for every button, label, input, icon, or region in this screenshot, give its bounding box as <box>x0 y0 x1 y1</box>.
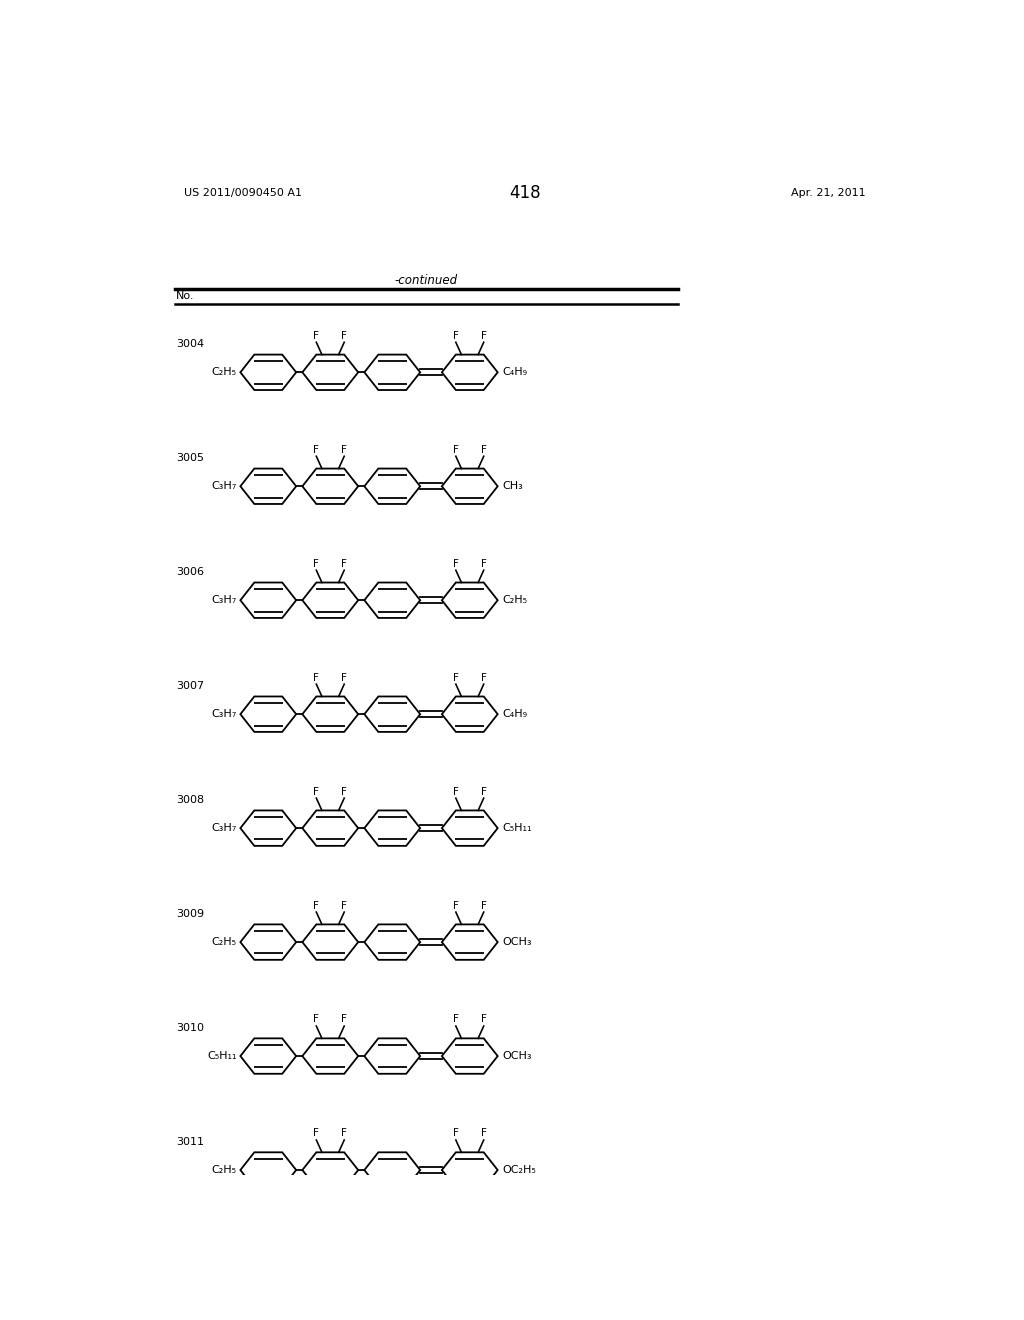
Text: F: F <box>481 900 486 911</box>
Text: C₄H₉: C₄H₉ <box>503 367 527 378</box>
Text: OC₂H₅: OC₂H₅ <box>503 1166 537 1175</box>
Text: F: F <box>313 331 319 341</box>
Text: F: F <box>341 1129 347 1138</box>
Text: 3007: 3007 <box>176 681 204 690</box>
Text: C₃H₇: C₃H₇ <box>211 482 237 491</box>
Text: F: F <box>453 445 459 454</box>
Text: F: F <box>313 673 319 682</box>
Text: F: F <box>313 558 319 569</box>
Text: F: F <box>453 1129 459 1138</box>
Text: F: F <box>341 787 347 796</box>
Text: OCH₃: OCH₃ <box>503 937 531 948</box>
Text: F: F <box>313 1129 319 1138</box>
Text: 3006: 3006 <box>176 566 204 577</box>
Text: F: F <box>453 900 459 911</box>
Text: 3004: 3004 <box>176 339 204 348</box>
Text: F: F <box>453 1015 459 1024</box>
Text: No.: No. <box>176 292 195 301</box>
Text: F: F <box>481 673 486 682</box>
Text: F: F <box>341 1015 347 1024</box>
Text: F: F <box>313 787 319 796</box>
Text: F: F <box>313 900 319 911</box>
Text: F: F <box>341 558 347 569</box>
Text: C₂H₅: C₂H₅ <box>503 595 527 606</box>
Text: F: F <box>481 331 486 341</box>
Text: US 2011/0090450 A1: US 2011/0090450 A1 <box>183 187 302 198</box>
Text: C₃H₇: C₃H₇ <box>211 595 237 606</box>
Text: F: F <box>453 787 459 796</box>
Text: C₃H₇: C₃H₇ <box>211 709 237 719</box>
Text: F: F <box>341 900 347 911</box>
Text: F: F <box>481 1015 486 1024</box>
Text: F: F <box>481 787 486 796</box>
Text: F: F <box>453 673 459 682</box>
Text: 3009: 3009 <box>176 908 204 919</box>
Text: CH₃: CH₃ <box>503 482 523 491</box>
Text: 3011: 3011 <box>176 1137 204 1147</box>
Text: C₂H₅: C₂H₅ <box>212 937 237 948</box>
Text: C₅H₁₁: C₅H₁₁ <box>503 824 531 833</box>
Text: C₂H₅: C₂H₅ <box>212 367 237 378</box>
Text: F: F <box>453 331 459 341</box>
Text: 3010: 3010 <box>176 1023 204 1032</box>
Text: F: F <box>481 445 486 454</box>
Text: F: F <box>341 331 347 341</box>
Text: Apr. 21, 2011: Apr. 21, 2011 <box>792 187 866 198</box>
Text: F: F <box>481 558 486 569</box>
Text: F: F <box>341 445 347 454</box>
Text: F: F <box>481 1129 486 1138</box>
Text: C₅H₁₁: C₅H₁₁ <box>207 1051 237 1061</box>
Text: F: F <box>313 1015 319 1024</box>
Text: F: F <box>313 445 319 454</box>
Text: 418: 418 <box>509 183 541 202</box>
Text: C₂H₅: C₂H₅ <box>212 1166 237 1175</box>
Text: -continued: -continued <box>395 273 458 286</box>
Text: OCH₃: OCH₃ <box>503 1051 531 1061</box>
Text: C₃H₇: C₃H₇ <box>211 824 237 833</box>
Text: F: F <box>341 673 347 682</box>
Text: F: F <box>453 558 459 569</box>
Text: C₄H₉: C₄H₉ <box>503 709 527 719</box>
Text: 3005: 3005 <box>176 453 204 463</box>
Text: 3008: 3008 <box>176 795 204 805</box>
